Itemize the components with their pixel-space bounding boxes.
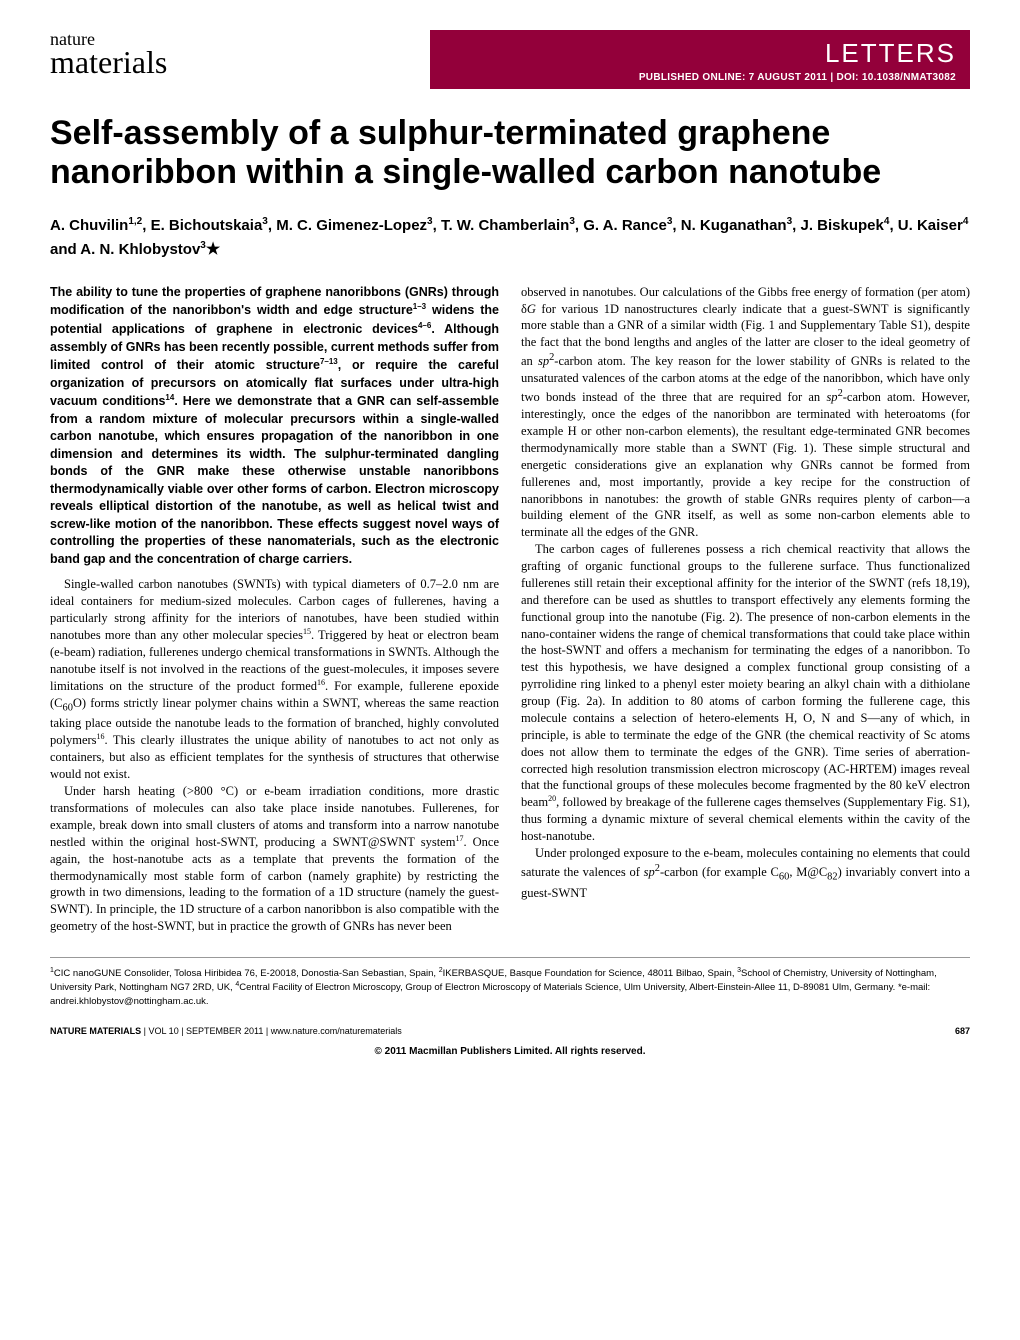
article-title: Self-assembly of a sulphur-terminated gr… — [50, 114, 970, 192]
footer-journal-name: NATURE MATERIALS — [50, 1026, 141, 1036]
letters-banner: LETTERS PUBLISHED ONLINE: 7 AUGUST 2011 … — [430, 30, 970, 89]
copyright-notice: © 2011 Macmillan Publishers Limited. All… — [50, 1046, 970, 1057]
publication-meta: PUBLISHED ONLINE: 7 AUGUST 2011 | DOI: 1… — [444, 72, 956, 83]
author-list: A. Chuvilin1,2, E. Bichoutskaia3, M. C. … — [50, 214, 970, 262]
page-header: nature materials LETTERS PUBLISHED ONLIN… — [50, 30, 970, 89]
journal-logo: nature materials — [50, 30, 167, 78]
footer-issue-info: | VOL 10 | SEPTEMBER 2011 | www.nature.c… — [141, 1026, 402, 1036]
body-paragraph-1: Single-walled carbon nanotubes (SWNTs) w… — [50, 576, 499, 783]
footer-citation: NATURE MATERIALS | VOL 10 | SEPTEMBER 20… — [50, 1026, 402, 1036]
body-paragraph-5: Under prolonged exposure to the e-beam, … — [521, 845, 970, 901]
body-paragraph-3: observed in nanotubes. Our calculations … — [521, 284, 970, 541]
body-columns: The ability to tune the properties of gr… — [50, 284, 970, 935]
body-paragraph-4: The carbon cages of fullerenes possess a… — [521, 541, 970, 845]
article-type: LETTERS — [444, 38, 956, 69]
author-affiliations: 1CIC nanoGUNE Consolider, Tolosa Hiribid… — [50, 957, 970, 1008]
body-paragraph-2: Under harsh heating (>800 °C) or e-beam … — [50, 783, 499, 935]
abstract-paragraph: The ability to tune the properties of gr… — [50, 284, 499, 569]
page-footer: NATURE MATERIALS | VOL 10 | SEPTEMBER 20… — [50, 1026, 970, 1036]
page-number: 687 — [955, 1026, 970, 1036]
journal-name-bottom: materials — [50, 46, 167, 78]
